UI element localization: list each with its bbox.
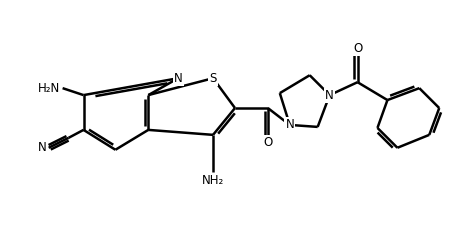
Text: H₂N: H₂N (38, 82, 60, 95)
Text: O: O (263, 136, 273, 149)
Text: N: N (285, 118, 294, 131)
Text: N: N (325, 89, 334, 102)
Text: NH₂: NH₂ (202, 174, 224, 187)
Text: N: N (174, 72, 183, 85)
Text: N: N (38, 141, 46, 154)
Text: S: S (209, 72, 217, 85)
Text: O: O (353, 42, 362, 55)
